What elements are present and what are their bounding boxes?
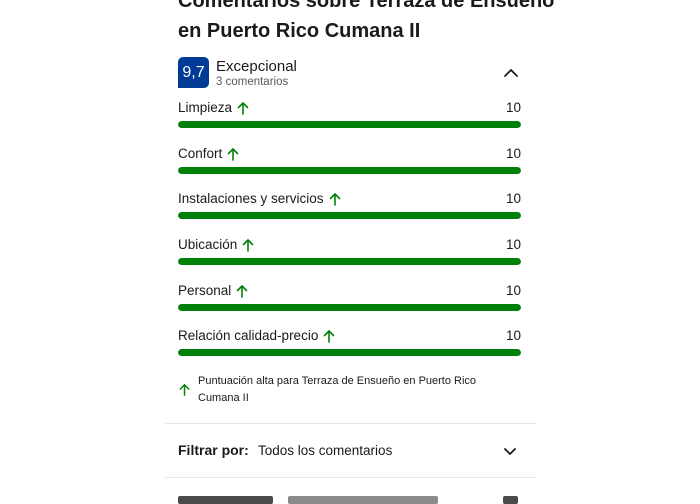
arrow-up-icon	[242, 239, 254, 252]
rating-bar	[178, 212, 521, 219]
rating-bar-fill	[178, 121, 521, 128]
rating-row: Relación calidad-precio 10	[178, 328, 521, 356]
rating-bar	[178, 121, 521, 128]
review-count: 3 comentarios	[216, 76, 289, 88]
rating-value: 10	[505, 146, 521, 161]
rating-label-text: Instalaciones y servicios	[178, 191, 324, 206]
rating-value: 10	[505, 100, 521, 115]
rating-bar	[178, 258, 521, 265]
arrow-up-icon	[237, 102, 249, 115]
rating-bar	[178, 349, 521, 356]
rating-value: 10	[505, 328, 521, 343]
rating-bar-fill	[178, 349, 521, 356]
rating-row: Limpieza 10	[178, 100, 521, 128]
score-badge: 9,7	[178, 57, 209, 88]
rating-row: Confort 10	[178, 146, 521, 174]
rating-label-text: Limpieza	[178, 100, 233, 115]
rating-value: 10	[505, 283, 521, 298]
rating-label-text: Personal	[178, 283, 232, 298]
review-score-summary: 9,7 Excepcional 3 comentarios	[178, 57, 521, 89]
rating-label: Confort	[178, 146, 240, 162]
chevron-down-icon	[504, 448, 516, 455]
arrow-up-icon	[179, 384, 190, 396]
rating-label: Instalaciones y servicios	[178, 191, 342, 207]
divider	[165, 477, 537, 478]
rating-label: Ubicación	[178, 237, 255, 253]
rating-label-text: Confort	[178, 146, 223, 161]
rating-value: 10	[505, 237, 521, 252]
rating-bar	[178, 304, 521, 311]
rating-label-text: Ubicación	[178, 237, 238, 252]
rating-row: Instalaciones y servicios 10	[178, 191, 521, 219]
arrow-up-icon	[227, 148, 239, 161]
arrow-up-icon	[236, 285, 248, 298]
rating-label: Limpieza	[178, 100, 250, 116]
rating-bar-fill	[178, 212, 521, 219]
rating-value: 10	[505, 191, 521, 206]
cutoff-text-fragment	[288, 496, 438, 504]
cutoff-text-fragment	[503, 496, 518, 504]
page-title: Comentarios sobre Terraza de Ensueño en …	[178, 0, 555, 42]
cutoff-text-fragment	[178, 496, 273, 504]
filter-dropdown[interactable]: Filtrar por: Todos los comentarios	[178, 440, 521, 462]
arrow-up-icon	[324, 330, 335, 343]
next-section-cutoff	[178, 494, 521, 504]
filter-label: Filtrar por:	[178, 442, 249, 458]
rating-bar-fill	[178, 304, 521, 311]
divider	[165, 423, 537, 424]
filter-selected-value: Todos los comentarios	[258, 443, 393, 458]
high-score-note-text: Puntuación alta para Terraza de Ensueño …	[198, 375, 477, 404]
rating-bar-fill	[178, 258, 521, 265]
rating-row: Ubicación 10	[178, 237, 521, 265]
arrow-up-icon	[329, 193, 340, 206]
rating-label: Relación calidad-precio	[178, 328, 336, 344]
chevron-up-icon	[504, 69, 518, 77]
rating-label: Personal	[178, 283, 249, 299]
rating-label-text: Relación calidad-precio	[178, 328, 319, 343]
collapse-button[interactable]	[501, 63, 521, 83]
score-label: Excepcional	[216, 58, 297, 75]
rating-row: Personal 10	[178, 283, 521, 311]
rating-bar-fill	[178, 167, 521, 174]
rating-bar	[178, 167, 521, 174]
